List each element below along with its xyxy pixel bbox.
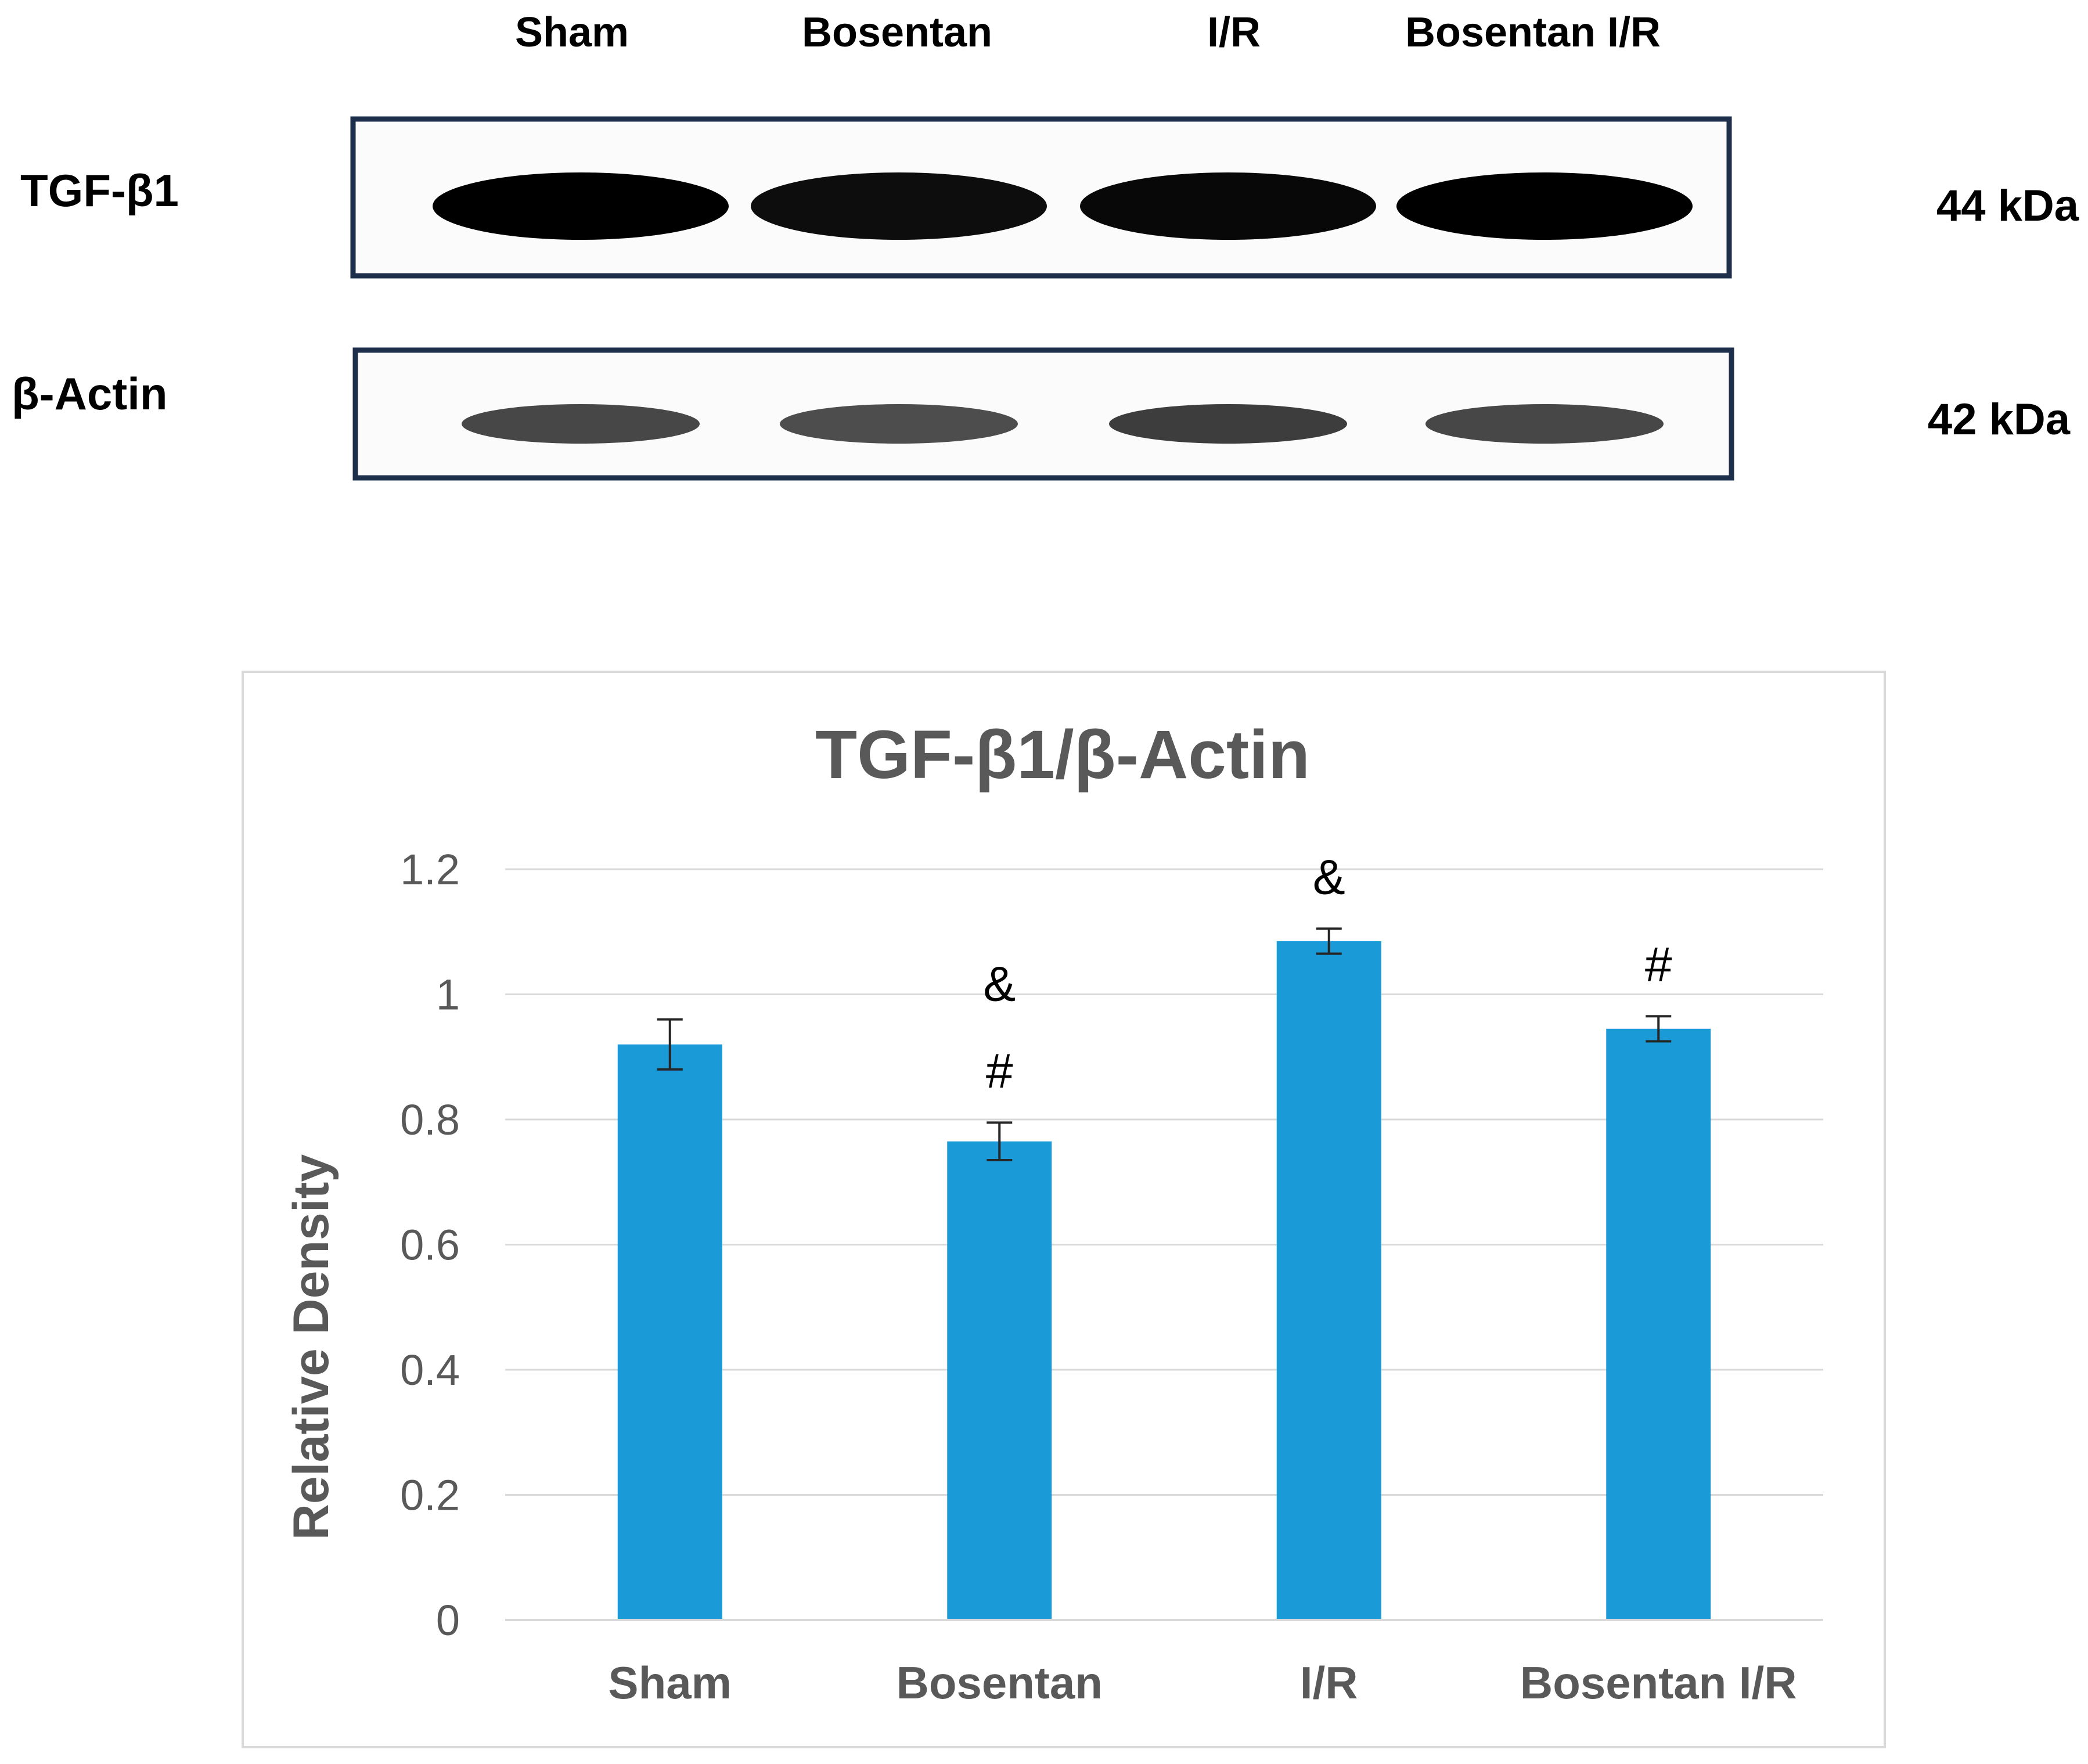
- significance-mark: &: [983, 956, 1016, 1011]
- lane-header: I/R: [1207, 9, 1261, 56]
- blot-band: [1080, 172, 1376, 240]
- y-tick-label: 0.4: [400, 1346, 460, 1394]
- lane-header: Bosentan: [802, 9, 992, 56]
- y-tick-label: 1.2: [400, 845, 460, 894]
- y-tick-label: 0.8: [400, 1096, 460, 1144]
- blot-band: [1425, 404, 1664, 444]
- bar: [1606, 1028, 1711, 1620]
- plot-area: 0 0.2 0.4 0.6 0.8 1 1.2 Sham Bosentan I/R Bosentan…: [400, 845, 1823, 1708]
- x-tick-label: Bosentan I/R: [1520, 1657, 1797, 1708]
- lane-header: Bosentan I/R: [1405, 9, 1661, 56]
- x-tick-label: I/R: [1300, 1657, 1358, 1708]
- lane-header: Sham: [515, 9, 629, 56]
- x-tick-label: Bosentan: [897, 1657, 1103, 1708]
- blot-band: [1396, 172, 1693, 240]
- bar: [1276, 941, 1381, 1620]
- blot-band: [433, 172, 729, 240]
- y-axis-label: Relative Density: [283, 1154, 339, 1540]
- blot-size-label: 44 kDa: [1936, 181, 2079, 231]
- blot-bands: [433, 172, 1693, 444]
- y-tick-label: 1: [436, 971, 460, 1019]
- blot-band: [780, 404, 1018, 444]
- significance-mark: #: [986, 1043, 1013, 1098]
- blot-size-label: 42 kDa: [1928, 395, 2071, 444]
- blot-row-label: β-Actin: [12, 368, 168, 419]
- blot-row-label: TGF-β1: [20, 165, 179, 216]
- y-tick-label: 0: [436, 1596, 460, 1644]
- blot-band: [1109, 404, 1347, 444]
- y-tick-label: 0.6: [400, 1221, 460, 1269]
- bar: [947, 1141, 1052, 1620]
- blot-band: [751, 172, 1047, 240]
- lane-headers: Sham Bosentan I/R Bosentan I/R: [515, 9, 1661, 56]
- bar: [617, 1044, 722, 1620]
- significance-mark: #: [1645, 937, 1672, 992]
- significance-mark: &: [1313, 849, 1345, 904]
- blot-band: [462, 404, 700, 444]
- chart-title: TGF-β1/β-Actin: [815, 717, 1310, 793]
- y-tick-label: 0.2: [400, 1471, 460, 1520]
- x-tick-label: Sham: [609, 1657, 732, 1708]
